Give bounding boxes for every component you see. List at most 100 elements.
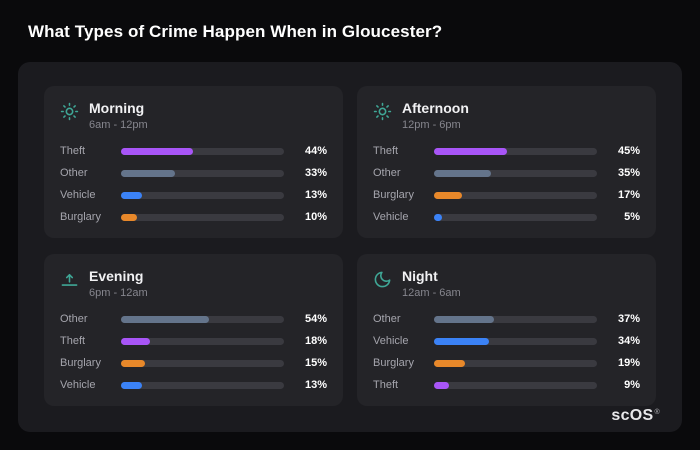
bar-row-vehicle: Vehicle 13% bbox=[60, 188, 327, 202]
percentage-value: 5% bbox=[624, 211, 640, 223]
category-label: Other bbox=[60, 313, 88, 325]
category-label: Vehicle bbox=[60, 189, 96, 201]
bar-fill bbox=[121, 213, 138, 221]
bar-row-vehicle: Vehicle 5% bbox=[373, 210, 640, 224]
percentage-value: 33% bbox=[304, 167, 327, 179]
bar-fill bbox=[434, 191, 462, 199]
bar-fill bbox=[121, 359, 146, 367]
brand-text: scOS bbox=[611, 407, 654, 424]
bar-fill bbox=[121, 337, 151, 345]
registered-mark: ® bbox=[654, 408, 660, 416]
panel-header: Evening 6pm - 12am bbox=[60, 268, 327, 299]
category-label: Theft bbox=[373, 145, 399, 157]
bar-track bbox=[434, 147, 597, 155]
bar-fill bbox=[434, 213, 443, 221]
brand-logo: scOS® bbox=[611, 407, 660, 425]
bar-track bbox=[434, 359, 597, 367]
bar-fill bbox=[121, 147, 193, 155]
dashboard-card: Morning 6am - 12pm Theft 44% Other 33% Vehicle… bbox=[18, 62, 682, 432]
moon-icon bbox=[373, 270, 392, 289]
bar-row-theft: Theft 44% bbox=[60, 144, 327, 158]
percentage-value: 44% bbox=[304, 145, 327, 157]
bar-track bbox=[121, 191, 284, 199]
bar-fill bbox=[434, 359, 465, 367]
panel-morning: Morning 6am - 12pm Theft 44% Other 33% Vehicle… bbox=[44, 86, 343, 238]
category-label: Burglary bbox=[373, 189, 414, 201]
bar-track bbox=[434, 169, 597, 177]
bar-fill bbox=[121, 381, 143, 389]
bar-row-burglary: Burglary 17% bbox=[373, 188, 640, 202]
bar-row-vehicle: Vehicle 13% bbox=[60, 378, 327, 392]
bar-rows: Theft 45% Other 35% Burglary 17% Vehicle 5% bbox=[373, 144, 640, 224]
category-label: Burglary bbox=[60, 211, 101, 223]
category-label: Theft bbox=[60, 145, 86, 157]
panel-time-range: 6pm - 12am bbox=[89, 287, 148, 299]
percentage-value: 17% bbox=[617, 189, 640, 201]
percentage-value: 45% bbox=[617, 145, 640, 157]
percentage-value: 18% bbox=[304, 335, 327, 347]
bar-rows: Other 37% Vehicle 34% Burglary 19% Theft 9% bbox=[373, 312, 640, 392]
panel-evening: Evening 6pm - 12am Other 54% Theft 18% Burglar… bbox=[44, 254, 343, 406]
panel-time-range: 12pm - 6pm bbox=[402, 119, 461, 131]
percentage-value: 15% bbox=[304, 357, 327, 369]
bar-track bbox=[434, 381, 597, 389]
bar-row-other: Other 35% bbox=[373, 166, 640, 180]
percentage-value: 9% bbox=[624, 379, 640, 391]
panels-grid: Morning 6am - 12pm Theft 44% Other 33% Vehicle… bbox=[18, 62, 682, 426]
panel-time-range: 6am - 12pm bbox=[89, 119, 148, 131]
bar-row-theft: Theft 45% bbox=[373, 144, 640, 158]
sun-icon bbox=[60, 102, 79, 121]
bar-row-vehicle: Vehicle 34% bbox=[373, 334, 640, 348]
panel-night: Night 12am - 6am Other 37% Vehicle 34% Burglar… bbox=[357, 254, 656, 406]
panel-title: Morning bbox=[89, 100, 145, 116]
category-label: Theft bbox=[60, 335, 86, 347]
category-label: Burglary bbox=[373, 357, 414, 369]
percentage-value: 35% bbox=[617, 167, 640, 179]
bar-row-burglary: Burglary 19% bbox=[373, 356, 640, 370]
panel-header: Night 12am - 6am bbox=[373, 268, 640, 299]
bar-track bbox=[121, 315, 284, 323]
panel-title: Night bbox=[402, 268, 438, 284]
bar-fill bbox=[434, 315, 495, 323]
percentage-value: 34% bbox=[617, 335, 640, 347]
sun-icon bbox=[373, 102, 392, 121]
category-label: Theft bbox=[373, 379, 399, 391]
category-label: Burglary bbox=[60, 357, 101, 369]
bar-fill bbox=[121, 315, 210, 323]
bar-fill bbox=[434, 147, 508, 155]
bar-track bbox=[121, 147, 284, 155]
panel-title: Afternoon bbox=[402, 100, 469, 116]
panel-header: Morning 6am - 12pm bbox=[60, 100, 327, 131]
percentage-value: 13% bbox=[304, 189, 327, 201]
category-label: Vehicle bbox=[60, 379, 96, 391]
bar-rows: Other 54% Theft 18% Burglary 15% Vehicle 13% bbox=[60, 312, 327, 392]
category-label: Other bbox=[373, 313, 401, 325]
bar-fill bbox=[121, 191, 143, 199]
category-label: Other bbox=[60, 167, 88, 179]
bar-fill bbox=[434, 381, 449, 389]
percentage-value: 19% bbox=[617, 357, 640, 369]
bar-row-other: Other 33% bbox=[60, 166, 327, 180]
bar-track bbox=[434, 315, 597, 323]
bar-track bbox=[121, 381, 284, 389]
bar-track bbox=[434, 191, 597, 199]
bar-track bbox=[121, 359, 284, 367]
bar-track bbox=[121, 169, 284, 177]
bar-track bbox=[434, 213, 597, 221]
bar-track bbox=[121, 337, 284, 345]
bar-track bbox=[434, 337, 597, 345]
bar-rows: Theft 44% Other 33% Vehicle 13% Burglary 10% bbox=[60, 144, 327, 224]
category-label: Vehicle bbox=[373, 335, 409, 347]
percentage-value: 10% bbox=[304, 211, 327, 223]
percentage-value: 37% bbox=[617, 313, 640, 325]
sunrise-icon bbox=[60, 270, 79, 289]
category-label: Vehicle bbox=[373, 211, 409, 223]
page-title: What Types of Crime Happen When in Glouc… bbox=[28, 22, 443, 41]
bar-row-theft: Theft 18% bbox=[60, 334, 327, 348]
bar-row-burglary: Burglary 15% bbox=[60, 356, 327, 370]
bar-track bbox=[121, 213, 284, 221]
percentage-value: 54% bbox=[304, 313, 327, 325]
bar-row-burglary: Burglary 10% bbox=[60, 210, 327, 224]
bar-fill bbox=[434, 337, 490, 345]
bar-row-other: Other 37% bbox=[373, 312, 640, 326]
